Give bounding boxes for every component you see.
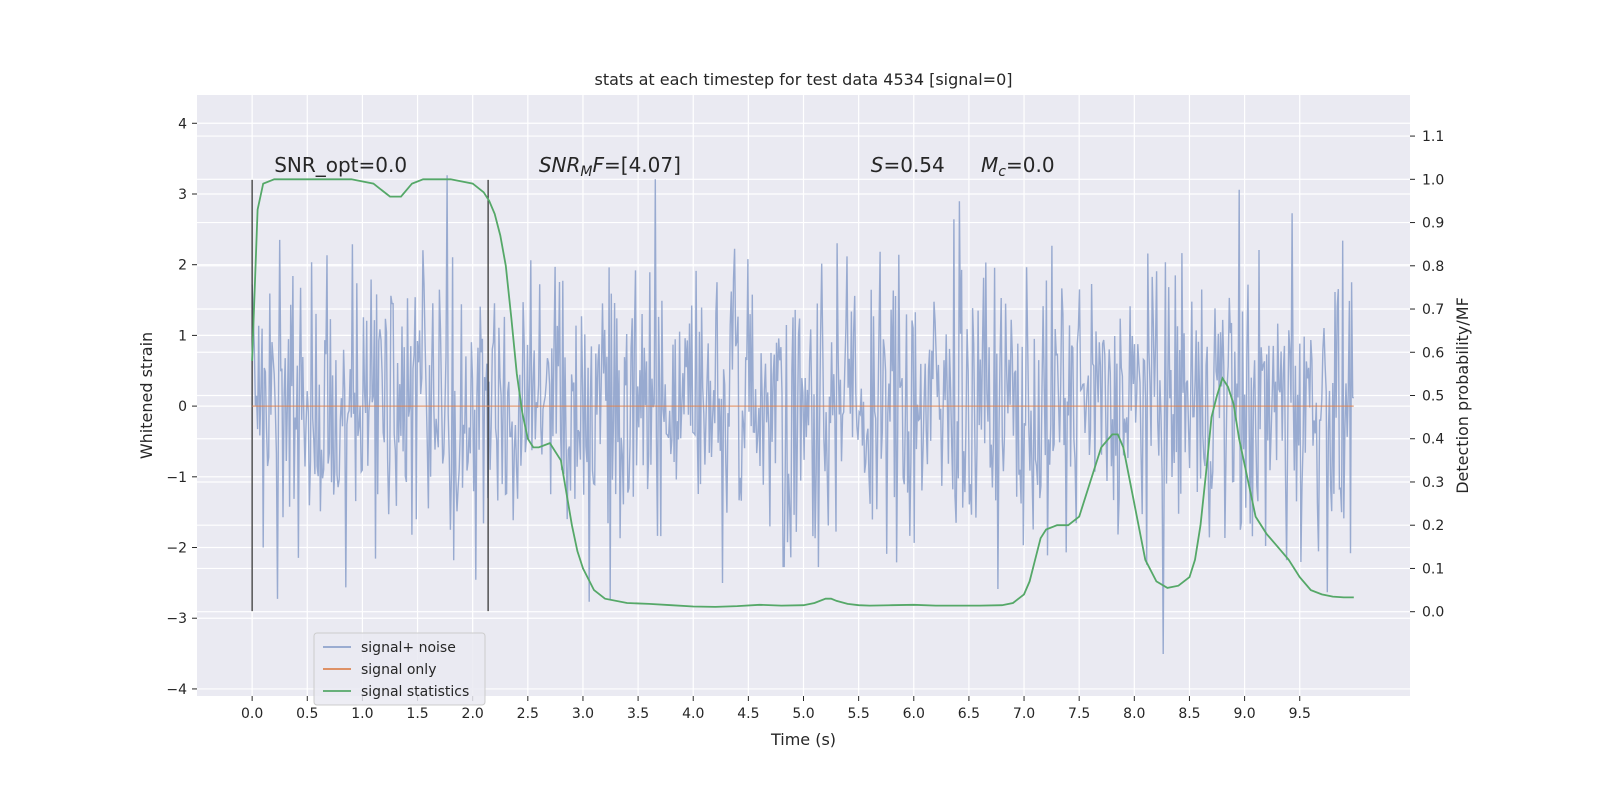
y-right-tick-label: 1.0	[1422, 172, 1444, 188]
x-tick-label: 5.0	[792, 706, 814, 722]
y-right-tick-label: 0.6	[1422, 345, 1444, 361]
line-series	[251, 178, 1354, 608]
x-tick-label: 9.5	[1289, 706, 1311, 722]
x-tick-label: 4.5	[737, 706, 759, 722]
x-tick-label: 3.5	[627, 706, 649, 722]
x-tick-label: 1.0	[351, 706, 373, 722]
y-right-tick-label: 0.4	[1422, 432, 1444, 448]
y-tick-label: 3	[178, 187, 187, 203]
x-tick-label: 0.0	[241, 706, 263, 722]
y-right-tick-label: 0.1	[1422, 561, 1444, 577]
legend-label: signal+ noise	[361, 640, 456, 656]
y-right-tick-label: 1.1	[1422, 129, 1444, 145]
y-tick-label: 1	[178, 328, 187, 344]
y-tick-label: 2	[178, 258, 187, 274]
annotation-mc: Mc=0.0	[981, 153, 1055, 180]
y-right-tick-label: 0.8	[1422, 259, 1444, 275]
signal-statistics-line	[251, 178, 1354, 608]
legend-items: signal+ noise signal only signal statistic…	[323, 640, 469, 700]
vertical-markers	[251, 179, 489, 612]
y-axis-label: Whitened strain	[137, 332, 156, 459]
signal-noise-line	[251, 175, 1354, 655]
x-tick-label: 7.5	[1068, 706, 1090, 722]
chart-title: stats at each timestep for test data 453…	[594, 70, 1012, 89]
x-tick-label: 0.5	[296, 706, 318, 722]
y-right-tick-label: 0.5	[1422, 389, 1444, 405]
legend-label: signal statistics	[361, 684, 469, 700]
y-tick-label: −3	[166, 611, 187, 627]
legend: signal+ noise signal only signal statistic…	[313, 632, 486, 706]
y-tick-label: −1	[166, 470, 187, 486]
annotation-snr-opt: SNR_opt=0.0	[274, 153, 407, 177]
x-axis-label: Time (s)	[770, 730, 836, 749]
x-tick-label: 9.0	[1233, 706, 1255, 722]
legend-box	[313, 632, 486, 706]
x-tick-label: 6.0	[903, 706, 925, 722]
y-right-tick-label: 0.0	[1422, 605, 1444, 621]
x-tick-label: 1.5	[406, 706, 428, 722]
x-tick-label: 8.5	[1178, 706, 1200, 722]
x-tick-label: 5.5	[848, 706, 870, 722]
y-tick-label: −4	[166, 682, 187, 698]
x-tick-label: 2.5	[517, 706, 539, 722]
x-tick-label: 6.5	[958, 706, 980, 722]
axes: 0.0 0.5 1.0 1.5 2.0 2.5 3.0 3.5 4.0 4.5 5.0 5.5 6.0 6…	[166, 116, 1444, 722]
y-tick-label: −2	[166, 541, 187, 557]
x-tick-label: 4.0	[682, 706, 704, 722]
y-right-tick-label: 0.3	[1422, 475, 1444, 491]
x-tick-label: 8.0	[1123, 706, 1145, 722]
annotation-snr-mf: SNRMF=[4.07]	[539, 153, 681, 180]
x-tick-label: 3.0	[572, 706, 594, 722]
signal-noise-series	[251, 175, 1354, 655]
annotation-s-stat: S=0.54	[871, 153, 945, 177]
x-tick-label: 2.0	[462, 706, 484, 722]
y-axis-right-label: Detection probability/MF	[1453, 297, 1472, 494]
y-tick-label: 0	[178, 399, 187, 415]
x-tick-label: 7.0	[1013, 706, 1035, 722]
y-right-tick-label: 0.7	[1422, 302, 1444, 318]
y-tick-label: 4	[178, 116, 187, 132]
y-right-tick-label: 0.9	[1422, 216, 1444, 232]
legend-label: signal only	[361, 662, 436, 678]
y-right-tick-label: 0.2	[1422, 518, 1444, 534]
